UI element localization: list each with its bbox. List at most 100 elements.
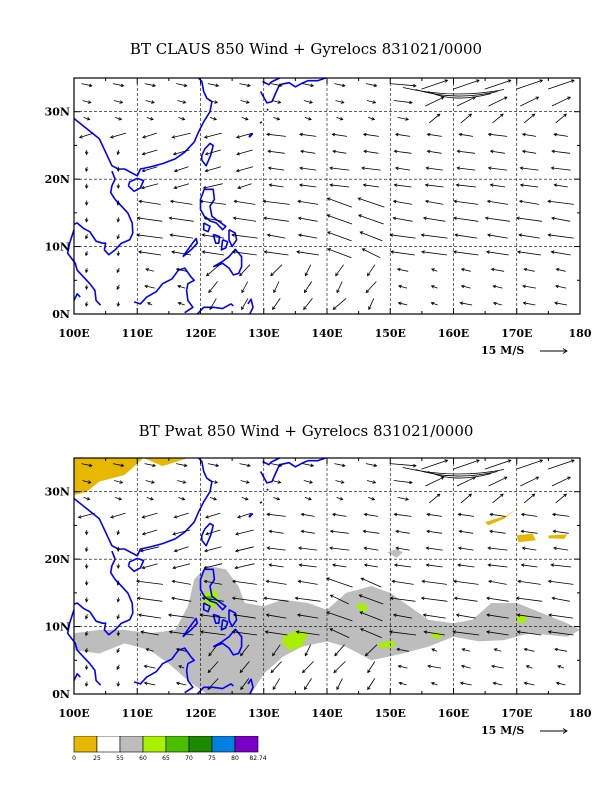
wind-vector [420, 233, 448, 239]
wind-vector [267, 149, 285, 154]
wind-vector-head [468, 113, 473, 117]
wind-vector-shaft [140, 546, 160, 552]
wind-vector [84, 149, 89, 156]
wind-vector-shaft [431, 682, 438, 686]
wind-vector [268, 183, 284, 188]
wind-vector-shaft [458, 513, 475, 517]
wind-vector-shaft [79, 132, 94, 138]
moisture-lime-region [282, 629, 308, 651]
wind-vector [146, 497, 154, 501]
wind-vector-head [489, 183, 494, 187]
wind-vector-shaft [488, 167, 508, 171]
wind-vector-head [535, 96, 540, 100]
wind-vector-head [552, 529, 557, 534]
wind-vector [551, 596, 570, 602]
wind-vector [177, 284, 186, 289]
wind-vector-head [152, 463, 157, 468]
wind-vector-head [453, 596, 458, 601]
wind-vector-head [430, 301, 435, 306]
wind-vector-head [405, 117, 410, 121]
wind-vector-shaft [298, 234, 318, 239]
wind-vector-shaft [423, 217, 446, 222]
x-axis-label: 140E [311, 707, 342, 720]
wind-vector-head [168, 630, 173, 634]
wind-vector-head [267, 166, 272, 171]
wind-vector-shaft [364, 547, 379, 551]
wind-vector [453, 79, 480, 90]
wind-vector-head [215, 463, 220, 468]
wind-vector-head [551, 216, 555, 221]
wind-vector [177, 480, 187, 484]
wind-vector-shaft [365, 463, 377, 467]
wind-vector-shaft [522, 547, 537, 551]
wind-vector-head [455, 183, 460, 187]
wind-vector-shaft [330, 530, 349, 534]
wind-vector [231, 250, 257, 256]
wind-vector-head [169, 233, 174, 237]
wind-vector-shaft [327, 248, 352, 259]
wind-vector-head [395, 546, 400, 551]
wind-vector [487, 166, 508, 171]
wind-vector [358, 594, 384, 605]
wind-vector-head [234, 548, 239, 553]
wind-vector-shaft [488, 564, 508, 568]
wind-vector [208, 480, 219, 484]
wind-vector [326, 197, 352, 208]
wind-vector-head [570, 79, 575, 83]
wind-vector [422, 613, 446, 619]
wind-vector-shaft [551, 251, 571, 256]
wind-vector [554, 301, 568, 306]
wind-vector [555, 493, 567, 504]
wind-vector-shaft [232, 580, 257, 585]
wind-vector-shaft [547, 79, 575, 90]
wind-vector-shaft [304, 117, 312, 120]
wind-vector-head [272, 652, 276, 657]
wind-vector [334, 644, 345, 657]
wind-vector-head [426, 529, 430, 534]
wind-vector [177, 100, 187, 104]
wind-vector [550, 166, 571, 171]
wind-vector-head [430, 682, 435, 686]
wind-vector [394, 132, 411, 137]
wind-vector [357, 197, 385, 208]
wind-vector [393, 512, 412, 517]
wind-vector [304, 497, 312, 501]
wind-vector [199, 613, 227, 619]
wind-vector [332, 563, 347, 568]
x-axis-label: 170E [501, 707, 532, 720]
wind-vector-shaft [241, 117, 249, 120]
wind-vector-shaft [177, 100, 186, 104]
wind-vector-shaft [459, 133, 474, 137]
wind-vector-shaft [519, 200, 540, 205]
wind-vector-head [137, 250, 142, 254]
wind-vector [304, 678, 312, 691]
coastline-3 [73, 672, 81, 681]
wind-vector-head [492, 301, 497, 306]
wind-vector-shaft [146, 648, 154, 652]
wind-vector-head [336, 289, 340, 294]
wind-vector-shaft [490, 513, 506, 517]
wind-vector-head [263, 216, 267, 221]
wind-vector [146, 117, 154, 121]
wind-vector [141, 563, 158, 570]
wind-vector-head [116, 252, 121, 257]
wind-vector-shaft [426, 530, 443, 534]
wind-vector-head [205, 531, 210, 536]
wind-vector-shaft [456, 184, 476, 188]
wind-vector [487, 132, 508, 137]
wind-vector [116, 301, 121, 307]
wind-vector-head [141, 565, 146, 570]
wind-vector [397, 284, 408, 289]
wind-vector [231, 596, 258, 602]
wind-vector-shaft [488, 476, 508, 487]
wind-vector-shaft [359, 611, 383, 622]
x-axis-label: 100E [58, 707, 89, 720]
wind-vector-shaft [304, 497, 312, 500]
wind-vector [460, 664, 471, 669]
wind-vector [209, 298, 217, 311]
wind-vector-head [409, 100, 413, 105]
wind-vector [521, 132, 537, 137]
wind-vector-shaft [390, 597, 416, 602]
wind-vector-shaft [397, 497, 409, 500]
wind-vector-head [300, 512, 305, 517]
